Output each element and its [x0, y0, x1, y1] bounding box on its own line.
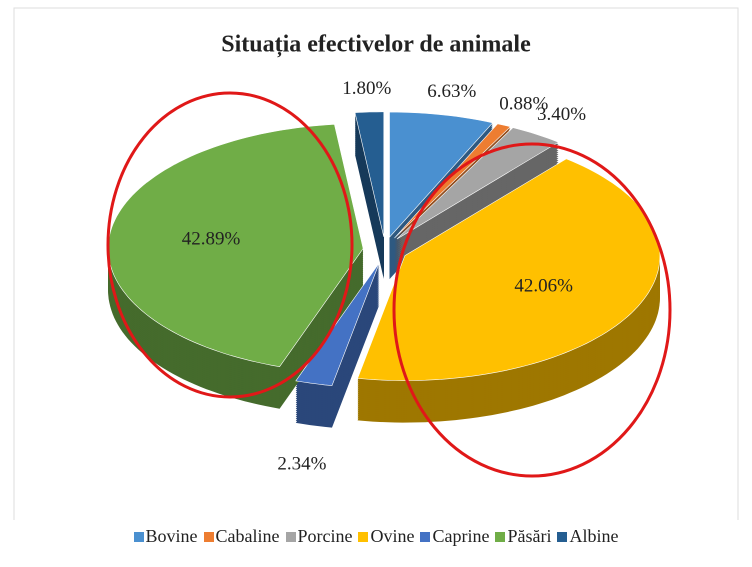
legend-item: Păsări [495, 526, 551, 547]
data-label: 6.63% [427, 81, 476, 102]
legend-swatch [285, 531, 296, 542]
data-label: 42.06% [514, 276, 573, 297]
slice [354, 111, 385, 237]
slice [389, 111, 494, 238]
slice [357, 158, 661, 381]
legend-swatch [420, 531, 431, 542]
legend-swatch [133, 531, 144, 542]
legend-label: Porcine [297, 526, 353, 546]
legend-item: Bovine [133, 526, 198, 547]
legend-label: Cabaline [215, 526, 280, 546]
chart-title: Situația efectivelor de animale [221, 32, 531, 58]
legend-swatch [203, 531, 214, 542]
legend-swatch [557, 531, 568, 542]
legend-item: Cabaline [203, 526, 280, 547]
slice [295, 262, 380, 386]
legend-label: Caprine [432, 526, 490, 546]
data-label: 1.80% [342, 78, 391, 99]
legend-item: Porcine [285, 526, 353, 547]
chart: Situația efectivelor de animale 6.63% 0.8… [13, 7, 739, 561]
legend-item: Ovine [358, 526, 414, 547]
data-label: 3.40% [537, 104, 586, 125]
highlight-ellipse [392, 142, 672, 478]
data-label: 42.89% [182, 229, 241, 250]
legend-label: Albine [569, 526, 619, 546]
legend-swatch [495, 531, 506, 542]
legend: Bovine Cabaline Porcine Ovine Caprine Păsări A… [0, 526, 752, 547]
legend-label: Bovine [145, 526, 198, 546]
legend-swatch [358, 531, 369, 542]
legend-item: Albine [557, 526, 618, 547]
legend-label: Ovine [370, 526, 415, 546]
legend-item: Caprine [420, 526, 489, 547]
legend-label: Păsări [507, 526, 552, 546]
pie [107, 111, 661, 428]
slice [396, 127, 560, 240]
highlight-ellipse [106, 91, 354, 399]
data-label: 0.88% [499, 93, 548, 114]
data-label: 2.34% [277, 454, 326, 475]
